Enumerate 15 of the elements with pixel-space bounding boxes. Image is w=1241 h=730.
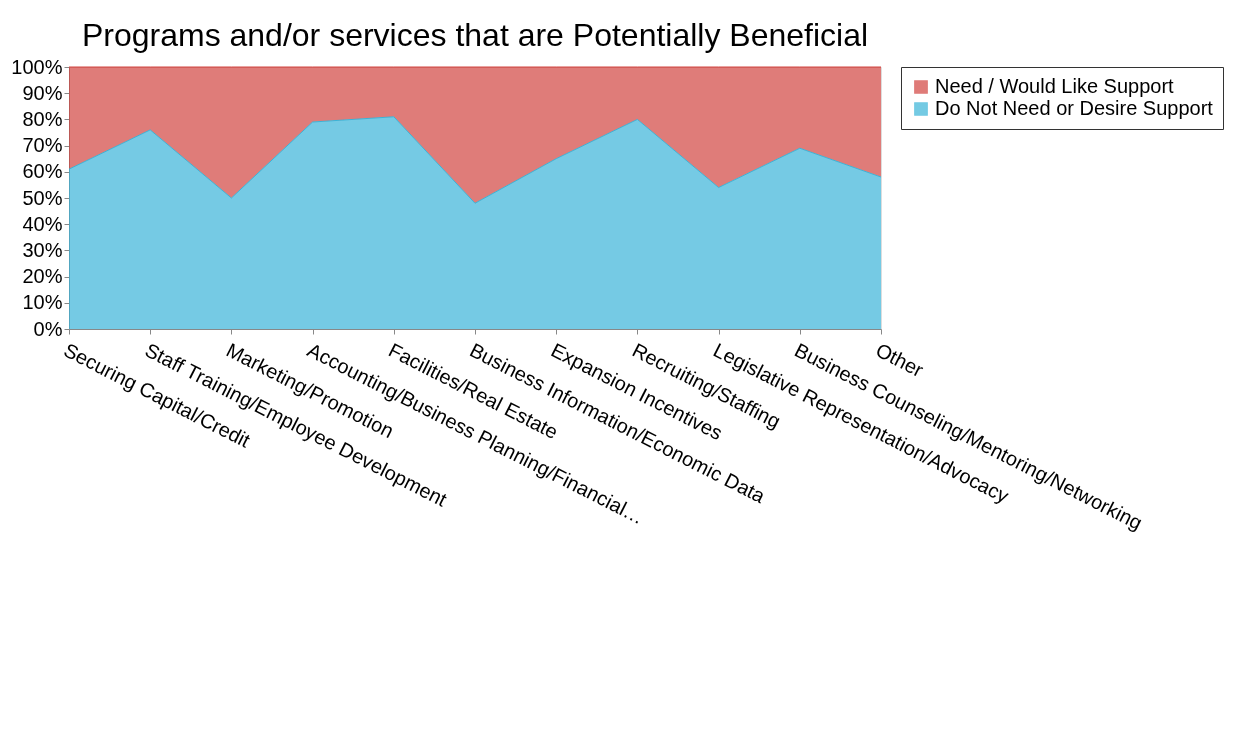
legend-label: Do Not Need or Desire Support bbox=[935, 97, 1214, 119]
y-tick-label: 50% bbox=[22, 186, 63, 209]
y-tick-label: 100% bbox=[11, 55, 63, 78]
y-tick-label: 70% bbox=[22, 134, 63, 157]
y-tick-label: 0% bbox=[33, 317, 63, 340]
legend-label: Need / Would Like Support bbox=[935, 75, 1175, 97]
y-tick-label: 20% bbox=[22, 265, 63, 288]
y-tick-label: 30% bbox=[22, 238, 63, 261]
y-tick-label: 60% bbox=[22, 160, 63, 183]
y-tick-label: 40% bbox=[22, 212, 63, 235]
y-tick-label: 80% bbox=[22, 107, 63, 130]
chart-title: Programs and/or services that are Potentially Beneficial bbox=[81, 17, 869, 53]
y-tick-label: 10% bbox=[22, 291, 63, 314]
y-tick-label: 90% bbox=[22, 81, 63, 104]
x-tick-label: Other bbox=[872, 338, 928, 382]
